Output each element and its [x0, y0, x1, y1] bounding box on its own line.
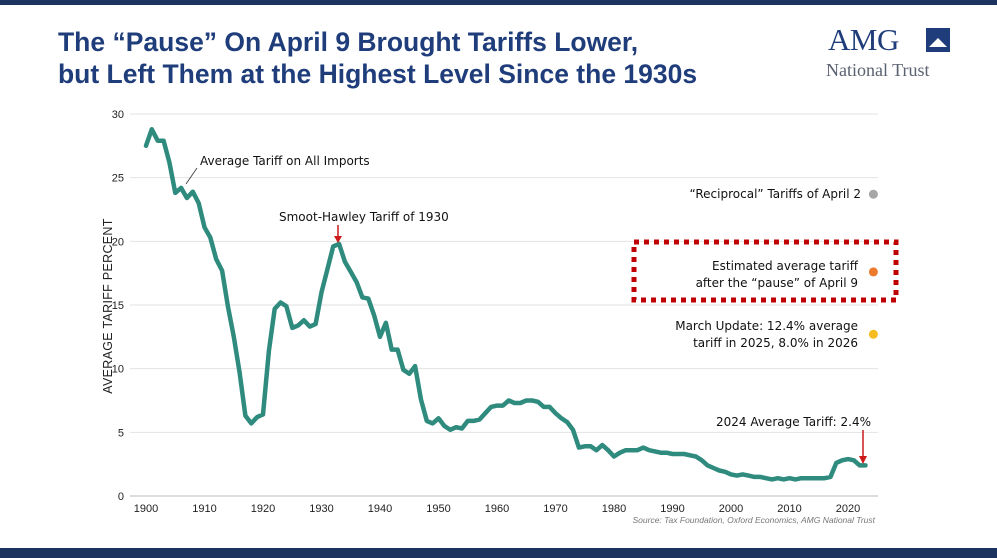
- y-tick-label: 30: [112, 109, 124, 121]
- title-line-1: The “Pause” On April 9 Brought Tariffs L…: [58, 27, 639, 57]
- x-tick-label: 1990: [660, 503, 684, 515]
- series-label: Average Tariff on All Imports: [200, 154, 370, 168]
- y-tick-label: 20: [112, 236, 124, 248]
- x-tick-label: 1940: [368, 503, 392, 515]
- march-label-line-1: March Update: 12.4% average: [675, 319, 858, 333]
- slide-title: The “Pause” On April 9 Brought Tariffs L…: [58, 26, 697, 90]
- source-note: Source: Tax Foundation, Oxford Economics…: [632, 515, 875, 525]
- y-tick-label: 15: [112, 300, 124, 312]
- y-tick-label: 10: [112, 364, 124, 376]
- x-tick-label: 1900: [134, 503, 158, 515]
- x-tick-label: 1950: [426, 503, 450, 515]
- march-label-line-2: tariff in 2025, 8.0% in 2026: [693, 336, 858, 350]
- amg-logo: AMG National Trust: [826, 22, 954, 84]
- reciprocal-label: “Reciprocal” Tariffs of April 2: [690, 187, 861, 201]
- logo-name: AMG: [828, 22, 899, 57]
- point-pause: [868, 267, 878, 277]
- x-tick-label: 2020: [836, 503, 860, 515]
- logo-mark-icon: [926, 28, 950, 52]
- point-reciprocal: [868, 189, 878, 199]
- smoot-hawley-label: Smoot-Hawley Tariff of 1930: [279, 210, 449, 224]
- point-march: [868, 329, 878, 339]
- x-tick-label: 2010: [777, 503, 801, 515]
- avg-2024-arrow-icon: [859, 430, 867, 464]
- x-tick-label: 1920: [251, 503, 275, 515]
- y-tick-label: 0: [118, 491, 124, 503]
- top-bar: [0, 0, 997, 5]
- pause-highlight-box: [631, 239, 899, 303]
- x-tick-label: 1910: [192, 503, 216, 515]
- series-label-leader: [185, 167, 198, 185]
- bottom-bar: [0, 548, 997, 558]
- x-tick-label: 1970: [543, 503, 567, 515]
- x-tick-label: 2000: [719, 503, 743, 515]
- x-tick-label: 1980: [602, 503, 626, 515]
- y-tick-label: 5: [118, 427, 124, 439]
- y-axis-label: AVERAGE TARIFF PERCENT: [101, 218, 115, 393]
- pause-label-line-2: after the “pause” of April 9: [696, 276, 858, 290]
- x-tick-label: 1960: [485, 503, 509, 515]
- avg-2024-label: 2024 Average Tariff: 2.4%: [716, 415, 871, 429]
- y-tick-label: 25: [112, 173, 124, 185]
- title-line-2: but Left Them at the Highest Level Since…: [58, 59, 698, 89]
- logo-subtitle: National Trust: [826, 60, 930, 80]
- pause-label-line-1: Estimated average tariff: [712, 259, 859, 273]
- smoot-hawley-arrow-icon: [334, 225, 342, 243]
- series-line-average-tariff: [143, 127, 868, 482]
- x-tick-label: 1930: [309, 503, 333, 515]
